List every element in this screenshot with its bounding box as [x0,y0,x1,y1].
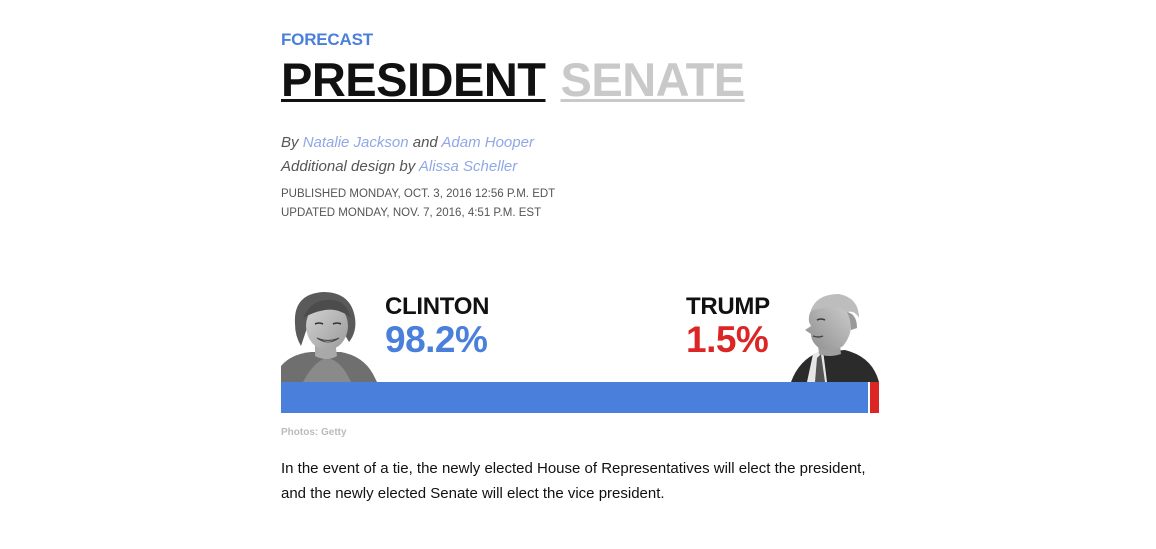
trump-portrait-image [791,294,879,382]
byline-prefix: By [281,134,303,151]
forecast-kicker-link[interactable]: FORECAST [281,30,373,49]
forecast-module: FORECAST PRESIDENT SENATE By Natalie Jac… [281,0,879,549]
clinton-name: CLINTON [385,293,490,320]
design-credit-line: Additional design by Alissa Scheller [281,155,534,179]
clinton-forecast: CLINTON 98.2% [385,294,489,360]
clinton-portrait-image [281,292,377,382]
tab-president[interactable]: PRESIDENT [281,53,546,106]
author-link-natalie-jackson[interactable]: Natalie Jackson [302,134,409,151]
designer-link-alissa-scheller[interactable]: Alissa Scheller [418,158,518,175]
timestamps: PUBLISHED MONDAY, OCT. 3, 2016 12:56 P.M… [281,185,555,223]
trump-probability: 1.5% [686,319,769,360]
probability-bar [281,382,879,413]
tab-senate[interactable]: SENATE [560,53,746,106]
clinton-probability-segment [281,382,869,413]
byline: By Natalie Jackson and Adam Hooper Addit… [281,131,534,179]
race-tabs: PRESIDENT SENATE [281,54,745,106]
trump-probability-segment [870,382,879,413]
published-date: PUBLISHED MONDAY, OCT. 3, 2016 12:56 P.M… [281,188,556,200]
author-link-adam-hooper[interactable]: Adam Hooper [441,134,534,151]
clinton-photo [281,288,377,382]
updated-date: UPDATED MONDAY, NOV. 7, 2016, 4:51 P.M. … [281,207,542,219]
authors-line: By Natalie Jackson and Adam Hooper [281,131,534,155]
clinton-probability: 98.2% [385,319,488,360]
design-prefix: Additional design by [281,158,419,175]
photo-credit: Photos: Getty [281,427,347,438]
trump-name: TRUMP [686,293,770,320]
byline-joiner: and [408,134,442,151]
trump-forecast: TRUMP 1.5% [686,294,770,360]
trump-photo [783,288,879,382]
tie-rule-note: In the event of a tie, the newly elected… [281,460,866,502]
other-probability-segment [868,382,871,413]
